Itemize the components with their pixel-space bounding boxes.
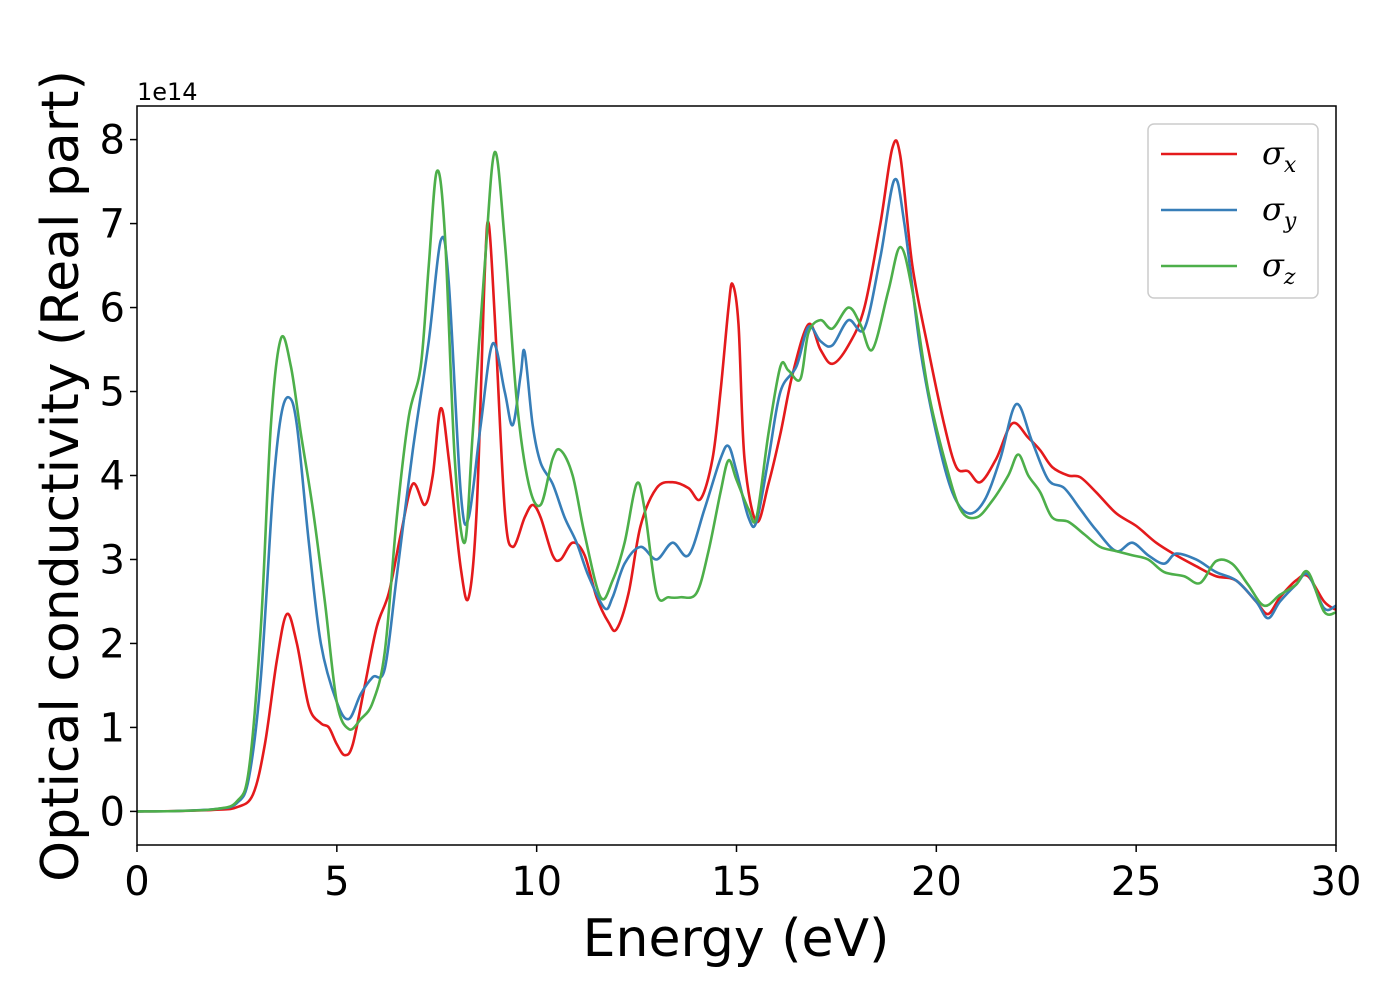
legend: σx σy σz bbox=[1147, 123, 1319, 299]
legend-label: σz bbox=[1262, 246, 1296, 290]
series-line-x bbox=[137, 139, 1336, 813]
x-tick-label: 25 bbox=[1111, 859, 1162, 905]
legend-entry-z: σz bbox=[1161, 246, 1296, 290]
y-tick-label: 4 bbox=[100, 454, 125, 500]
y-axis: 0 1 2 3 4 5 6 7 8 bbox=[100, 118, 137, 835]
x-axis-label: Energy (eV) bbox=[583, 909, 890, 969]
y-tick-label: 0 bbox=[100, 789, 125, 835]
y-tick-label: 7 bbox=[100, 202, 125, 248]
series-line-z bbox=[137, 150, 1336, 813]
x-axis: 0 5 10 15 20 25 30 bbox=[124, 845, 1361, 905]
x-tick-label: 30 bbox=[1311, 859, 1362, 905]
legend-entry-x: σx bbox=[1161, 134, 1297, 178]
legend-entry-y: σy bbox=[1161, 190, 1297, 234]
series-line-y bbox=[137, 177, 1336, 813]
y-tick-label: 5 bbox=[100, 370, 125, 416]
y-tick-label: 3 bbox=[100, 537, 125, 583]
legend-label: σy bbox=[1262, 190, 1297, 234]
x-tick-label: 10 bbox=[511, 859, 562, 905]
x-tick-label: 0 bbox=[124, 859, 149, 905]
legend-label: σx bbox=[1262, 134, 1297, 178]
y-offset-label: 1e14 bbox=[137, 78, 198, 106]
x-tick-label: 20 bbox=[911, 859, 962, 905]
series-layer bbox=[137, 139, 1336, 813]
x-tick-label: 15 bbox=[711, 859, 762, 905]
y-axis-label: Optical conductivity (Real part) bbox=[31, 70, 91, 882]
y-tick-label: 6 bbox=[100, 286, 125, 332]
y-tick-label: 2 bbox=[100, 621, 125, 667]
x-tick-label: 5 bbox=[324, 859, 349, 905]
y-tick-label: 8 bbox=[100, 118, 125, 164]
y-tick-label: 1 bbox=[100, 705, 125, 751]
